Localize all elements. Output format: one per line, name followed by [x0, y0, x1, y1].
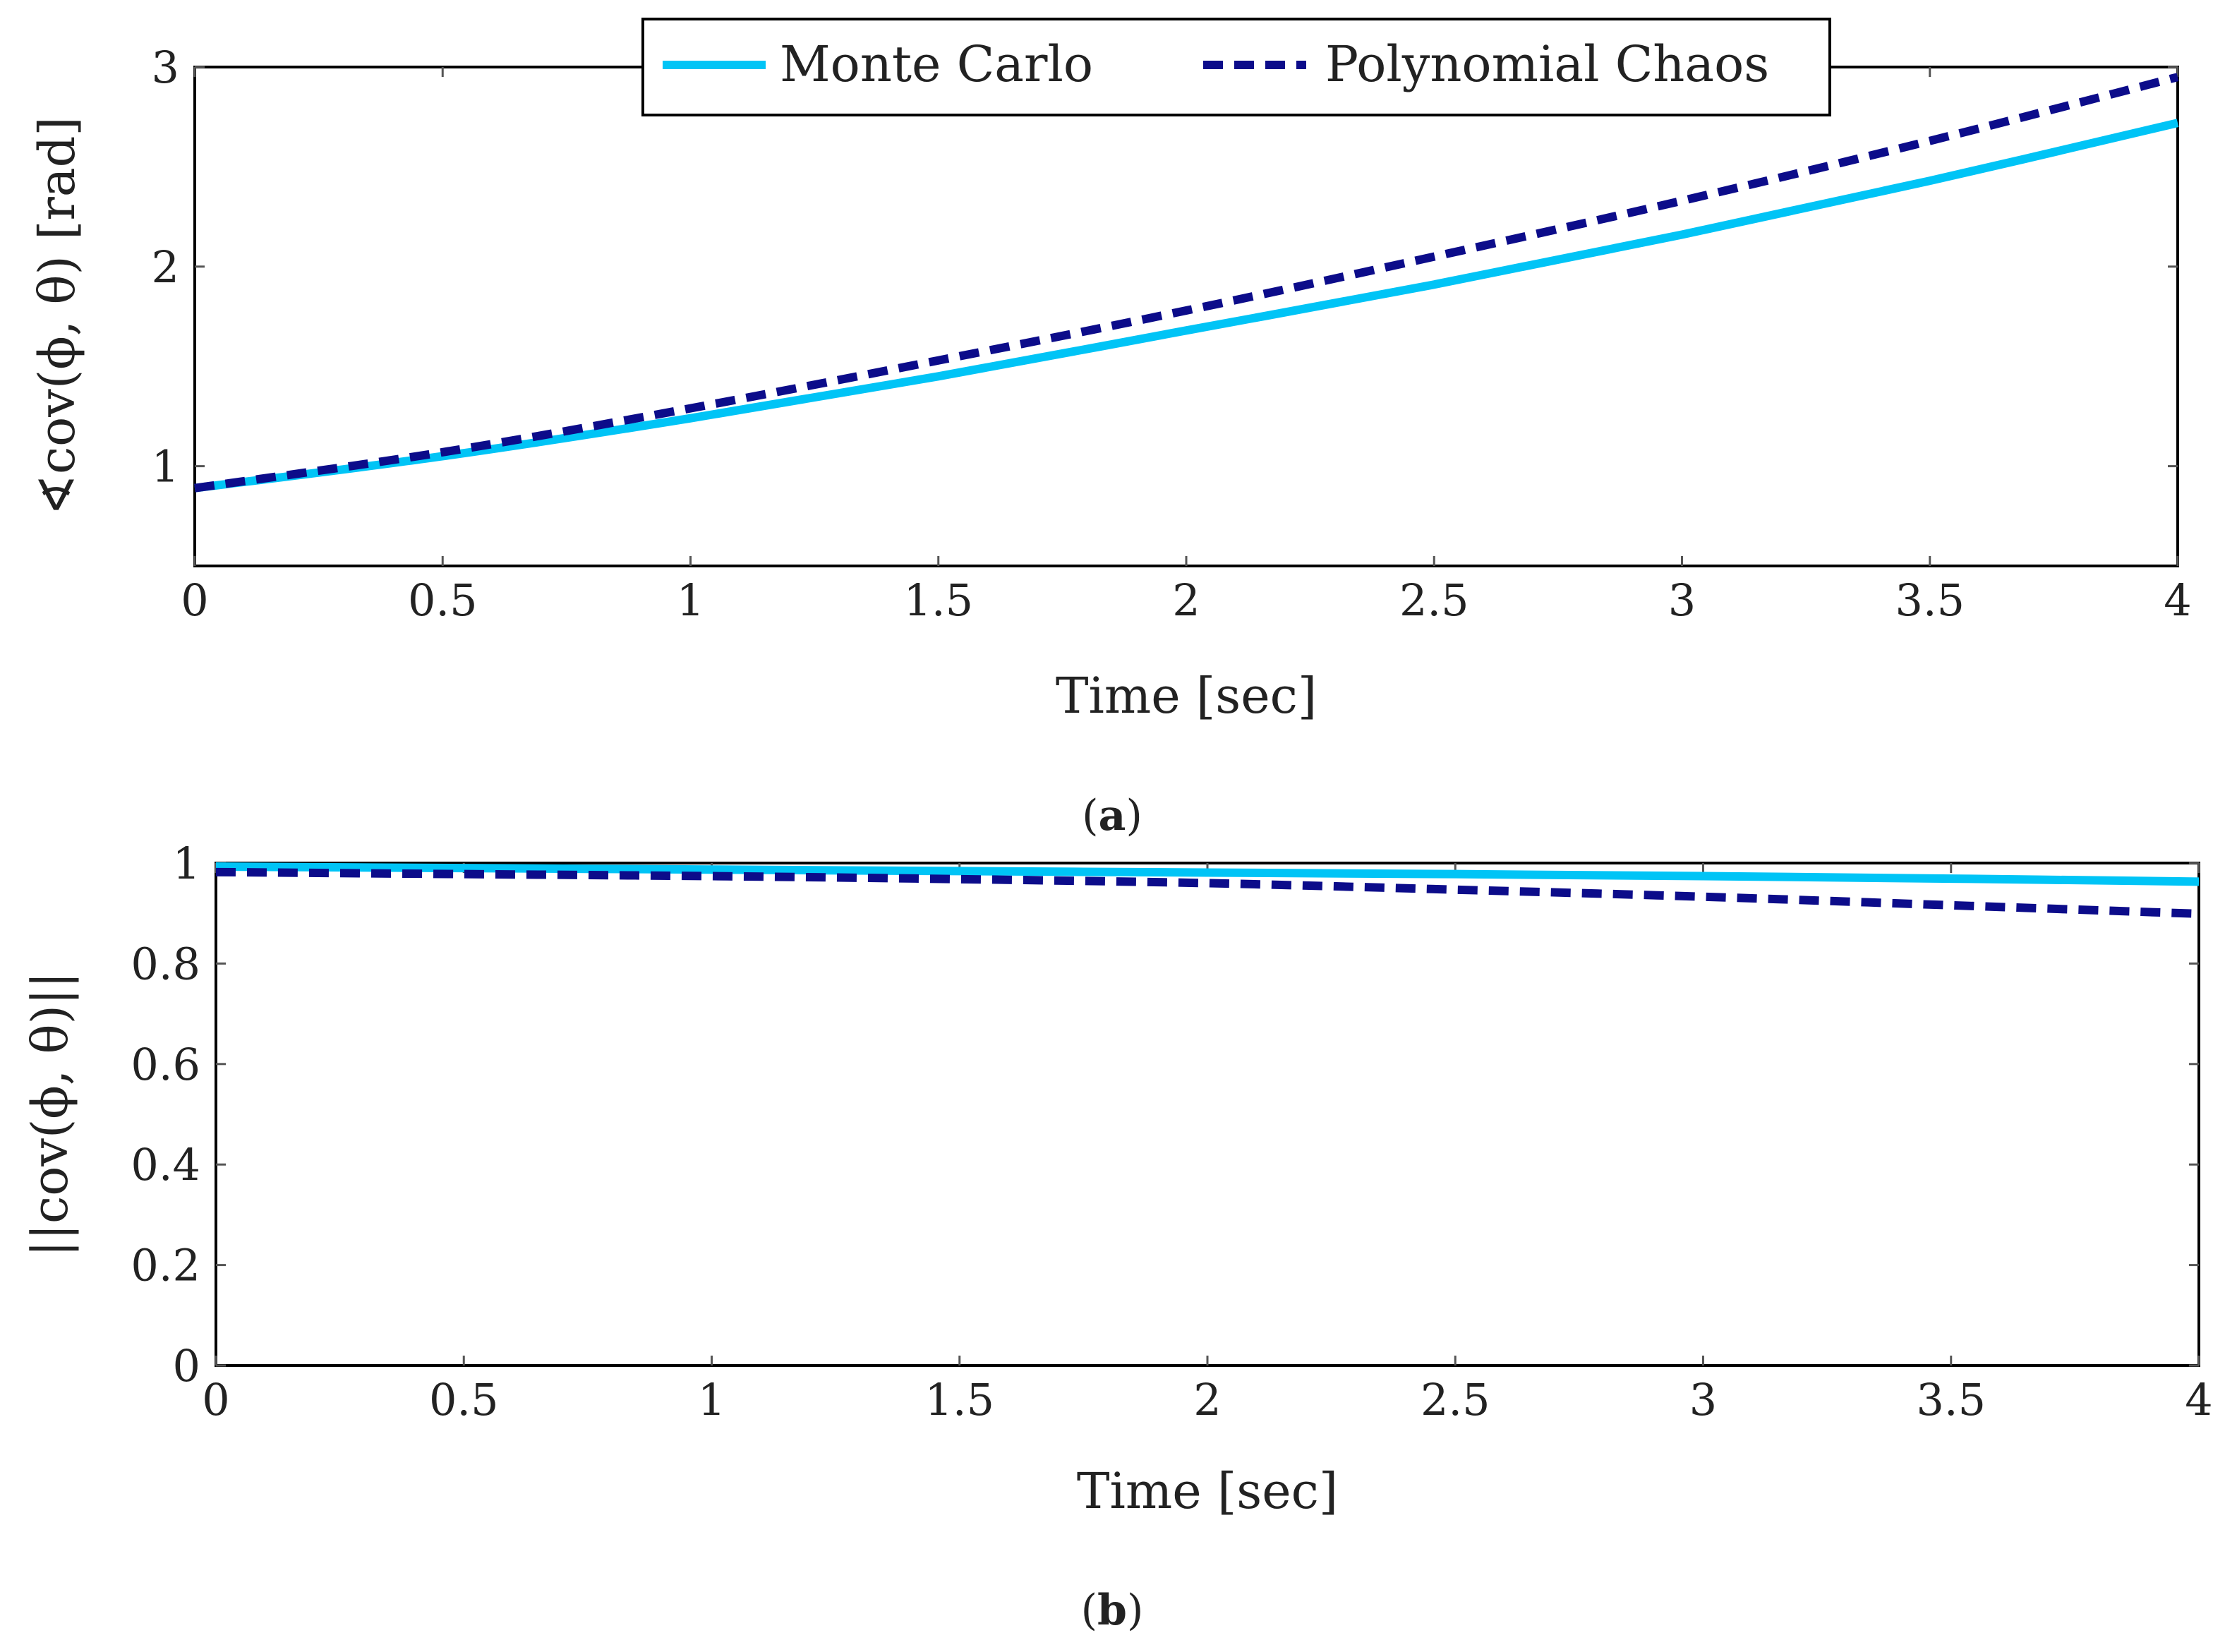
- tick-labels-b: 0 0.5 1 1.5 2 2.5 3 3.5 4 0 0.2 0.4 0.6 0.8 1: [131, 838, 2212, 1425]
- plot-frame-a: [193, 66, 2179, 567]
- caption-a: (a): [1082, 791, 1142, 840]
- x-tick-label: 2: [1172, 574, 1200, 626]
- y-tick-label: 0.6: [131, 1039, 200, 1090]
- y-tick-label: 0: [173, 1340, 200, 1392]
- x-tick-label: 3.5: [1895, 574, 1965, 626]
- x-tick-label: 3: [1668, 574, 1696, 626]
- legend: Monte Carlo Polynomial Chaos: [641, 18, 1831, 116]
- x-tick-label: 2.5: [1421, 1374, 1490, 1425]
- y-axis-title-a: ∢cov(ϕ, θ) [rad]: [28, 116, 86, 515]
- legend-label-polynomial-chaos: Polynomial Chaos: [1325, 35, 1769, 93]
- y-axis-title-b: ||cov(ϕ, θ)||: [21, 972, 79, 1257]
- tick-marks-b: [215, 862, 2200, 1367]
- x-tick-label: 0.5: [408, 574, 478, 626]
- caption-b: (b): [1081, 1586, 1144, 1635]
- y-tick-label: 0.8: [131, 938, 200, 989]
- caption-b-letter: b: [1097, 1586, 1127, 1635]
- tick-labels-a: 0 0.5 1 1.5 2 2.5 3 3.5 4 1 2 3: [152, 42, 2192, 626]
- series-group-b: [215, 862, 2200, 918]
- x-tick-label: 1: [698, 1374, 725, 1425]
- x-tick-label: 0.5: [429, 1374, 499, 1425]
- x-tick-label: 3.5: [1916, 1374, 1986, 1425]
- y-tick-label: 1: [173, 838, 200, 889]
- x-tick-label: 1.5: [924, 1374, 994, 1425]
- x-tick-label: 4: [2185, 1374, 2212, 1425]
- x-tick-label: 0: [181, 574, 208, 626]
- x-axis-title-a: Time [sec]: [1056, 667, 1317, 725]
- plot-frame-b: [215, 862, 2200, 1367]
- y-tick-label: 0.2: [131, 1240, 200, 1291]
- y-tick-label: 3: [152, 42, 179, 93]
- caption-a-letter: a: [1099, 791, 1126, 840]
- series-line-polynomial-chaos: [194, 73, 2179, 493]
- x-tick-label: 3: [1689, 1374, 1717, 1425]
- x-tick-label: 2: [1193, 1374, 1221, 1425]
- y-tick-label: 0.4: [131, 1139, 200, 1190]
- series-group-a: [194, 73, 2179, 493]
- legend-label-monte-carlo: Monte Carlo: [780, 35, 1093, 93]
- x-tick-label: 1: [677, 574, 704, 626]
- y-tick-label: 2: [152, 241, 179, 293]
- tick-marks-a: [193, 66, 2179, 566]
- chart-panel-a: 0 0.5 1 1.5 2 2.5 3 3.5 4 1 2 3 Time [sec] ∢cov(ϕ, …: [28, 18, 2192, 840]
- x-tick-label: 4: [2164, 574, 2191, 626]
- series-line-monte-carlo: [215, 862, 2200, 886]
- x-tick-label: 1.5: [903, 574, 973, 626]
- series-line-monte-carlo: [194, 119, 2179, 493]
- x-tick-label: 0: [202, 1374, 229, 1425]
- series-line-polynomial-chaos: [215, 867, 2200, 918]
- chart-panel-b: 0 0.5 1 1.5 2 2.5 3 3.5 4 0 0.2 0.4 0.6 0.8 1 Time [se…: [21, 838, 2213, 1635]
- x-axis-title-b: Time [sec]: [1077, 1462, 1338, 1520]
- y-tick-label: 1: [152, 441, 179, 493]
- x-tick-label: 2.5: [1399, 574, 1469, 626]
